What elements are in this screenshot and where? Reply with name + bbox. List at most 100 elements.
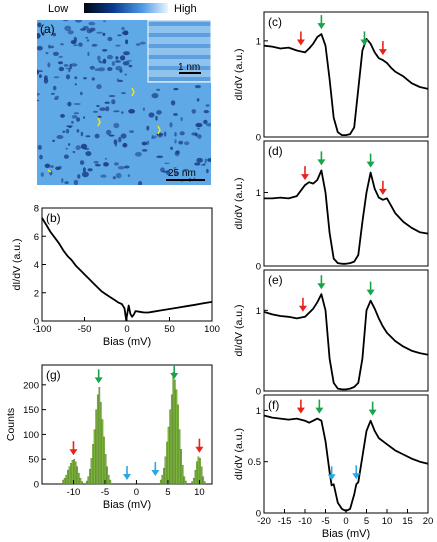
defect-dot [178,140,184,145]
y-tick-label: 0 [256,133,261,144]
histogram-bar [199,458,201,485]
defect-dot [162,170,170,173]
defect-dot [113,110,120,113]
defect-dot [96,31,103,34]
defect-dot [151,136,156,139]
defect-dot [107,54,113,60]
defect-dot [102,49,108,52]
defect-dot [114,60,121,63]
x-tick-label: -50 [78,324,92,335]
histogram-bar [62,479,64,485]
defect-dot [58,55,63,58]
histogram-bar [164,456,167,485]
defect-dot [114,143,118,147]
panel-label: (d) [268,144,283,158]
defect-dot [73,36,78,43]
defect-dot [37,22,42,28]
defect-dot [65,74,71,80]
red-arrow [296,31,305,46]
defect-dot [146,125,150,131]
arrow-head [298,305,307,312]
defect-dot [117,34,122,37]
defect-dot [174,139,177,144]
colorbar [84,3,168,13]
defect-dot [65,128,70,134]
histogram-bar [95,409,97,485]
inset-scalebar-label: 1 nm [178,62,200,73]
defect-dot [96,84,102,90]
colorbar-high-label: High [174,3,197,15]
defect-dot [85,151,92,157]
histogram-bar [89,468,91,485]
y-tick-label: 0 [34,480,39,491]
defect-dot [54,95,60,99]
defect-dot [47,62,51,68]
defect-dot [67,30,74,35]
defect-dot [69,63,73,69]
defect-dot [85,135,91,138]
y-axis-label: Counts [5,408,17,441]
defect-dot [50,165,54,168]
defect-dot [120,133,127,139]
defect-dot [94,133,100,139]
defect-dot [104,157,108,160]
x-tick-label: -5 [101,487,109,498]
defect-dot [107,36,113,42]
defect-dot [68,126,72,128]
defect-dot [196,98,200,102]
arrow-head [378,188,387,195]
spectrum-line [264,169,429,265]
histogram-bar [202,476,205,485]
defect-dot [56,135,64,139]
histogram-bar [87,476,90,485]
y-tick-label: 1 [256,306,261,317]
y-tick-label: 1 [256,36,261,47]
main-scalebar-label: 25 nm [168,168,196,179]
defect-dot [173,167,177,169]
defect-dot [182,168,189,172]
defect-dot [37,69,40,75]
defect-dot [76,129,80,133]
histogram-bar [178,429,181,485]
defect-dot [82,167,86,173]
x-tick-label: 10 [194,487,205,498]
defect-dot [163,131,167,137]
arrow-head [352,473,361,480]
defect-dot [103,162,109,167]
y-tick-label: 0 [256,262,261,273]
defect-dot [61,178,64,183]
panel-label: (g) [46,368,61,382]
red-arrow [378,41,387,56]
defect-dot [108,134,115,137]
histogram-bar [192,477,195,485]
plot-frame [263,269,429,392]
defect-dot [113,139,118,145]
defect-dot [37,70,44,72]
panel-label: (c) [268,15,282,29]
arrow-head [360,39,369,46]
defect-dot [37,45,43,51]
arrow-head [94,377,103,384]
arrow-head [123,474,131,480]
defect-dot [73,179,79,185]
defect-dot [205,104,210,107]
defect-dot [111,99,116,105]
x-tick-label: 5 [165,487,170,498]
histogram-bar [194,469,197,485]
defect-dot [83,116,86,119]
defect-dot [48,44,51,49]
arrow-head [378,49,387,56]
histogram-bar [172,372,175,485]
defect-dot [141,149,148,152]
defect-dot [52,139,55,142]
y-tick-label: 100 [23,430,39,441]
defect-dot [173,87,179,91]
yellow-markers [47,87,161,173]
x-tick-label: -10 [298,516,312,527]
panel-a-label: (a) [40,22,55,36]
histogram-bar [76,466,79,485]
panel-a: Low High 1 nm 25 nm (a) [37,3,212,185]
defect-dot [94,68,100,71]
defect-dot [151,93,159,99]
